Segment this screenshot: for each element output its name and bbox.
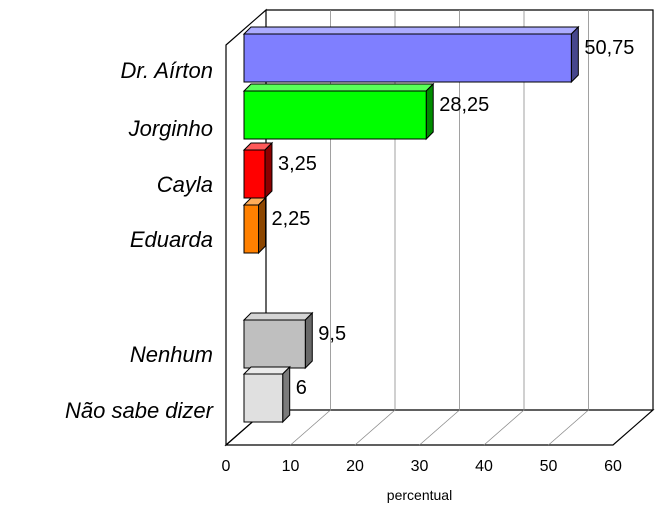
bar bbox=[242, 311, 314, 370]
gridline-floor bbox=[483, 409, 525, 446]
x-tick-label: 50 bbox=[540, 458, 558, 475]
bars bbox=[242, 25, 580, 424]
bar-top-face bbox=[242, 312, 314, 321]
bar-front-face bbox=[243, 319, 306, 369]
bar-top-face bbox=[242, 83, 435, 92]
value-label: 3,25 bbox=[278, 153, 317, 175]
bar-side-face bbox=[425, 82, 434, 141]
x-tick-label: 60 bbox=[604, 458, 622, 475]
x-tick-label: 10 bbox=[282, 458, 300, 475]
category-label: Dr. Aírton bbox=[120, 58, 213, 83]
bar-side-face bbox=[264, 141, 273, 200]
bar-side-face bbox=[570, 25, 579, 84]
bar bbox=[242, 25, 580, 84]
bar bbox=[242, 82, 435, 141]
category-label: Cayla bbox=[157, 172, 213, 197]
bar bbox=[242, 365, 291, 424]
bar bbox=[242, 141, 274, 200]
bar-side-face bbox=[258, 196, 267, 255]
x-tick-label: 20 bbox=[346, 458, 364, 475]
category-label: Não sabe dizer bbox=[65, 398, 215, 423]
bar-side-face bbox=[304, 311, 313, 370]
gridline-floor bbox=[548, 409, 589, 446]
value-labels: 50,75 28,25 3,25 2,25 9,5 6 bbox=[272, 37, 635, 399]
bar-front-face bbox=[243, 373, 284, 423]
category-label: Eduarda bbox=[130, 227, 213, 252]
bar-front-face bbox=[243, 33, 572, 83]
x-tick-label: 40 bbox=[475, 458, 493, 475]
bar bbox=[242, 196, 267, 255]
x-axis-title: percentual bbox=[387, 487, 452, 503]
value-label: 50,75 bbox=[584, 37, 634, 59]
value-label: 2,25 bbox=[272, 208, 311, 230]
value-label: 28,25 bbox=[439, 94, 489, 116]
gridline-floor bbox=[354, 409, 396, 446]
bar-front-face bbox=[243, 149, 266, 199]
x-tick-label: 30 bbox=[411, 458, 429, 475]
gridline-floor bbox=[419, 409, 460, 446]
category-label: Nenhum bbox=[130, 342, 213, 367]
category-label: Jorginho bbox=[128, 116, 213, 141]
bar-front-face bbox=[243, 204, 260, 254]
bar-side-face bbox=[282, 365, 291, 424]
bar-top-face bbox=[242, 26, 580, 35]
value-label: 6 bbox=[296, 377, 307, 399]
x-tick-labels: 0 10 20 30 40 50 60 bbox=[222, 458, 622, 475]
gridline-floor bbox=[290, 409, 331, 446]
value-label: 9,5 bbox=[318, 323, 346, 345]
bar-top-face bbox=[242, 366, 291, 375]
category-labels: Dr. Aírton Jorginho Cayla Eduarda Nenhum Não … bbox=[65, 58, 215, 423]
bar-front-face bbox=[243, 90, 427, 140]
x-tick-label: 0 bbox=[222, 458, 231, 475]
